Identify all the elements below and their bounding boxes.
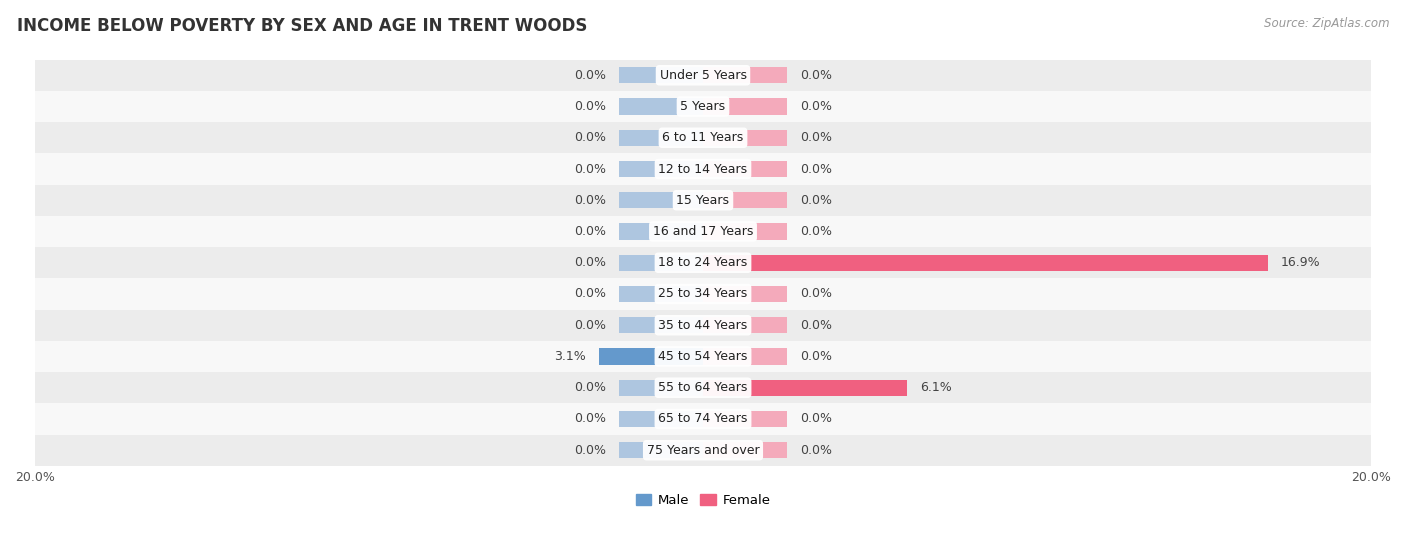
Text: 5 Years: 5 Years xyxy=(681,100,725,113)
Text: 0.0%: 0.0% xyxy=(574,412,606,425)
Text: 65 to 74 Years: 65 to 74 Years xyxy=(658,412,748,425)
Bar xyxy=(703,317,786,333)
Bar xyxy=(35,153,1371,185)
Text: Source: ZipAtlas.com: Source: ZipAtlas.com xyxy=(1264,17,1389,30)
Bar xyxy=(35,278,1371,310)
Text: 0.0%: 0.0% xyxy=(574,225,606,238)
Text: 0.0%: 0.0% xyxy=(800,444,832,456)
Bar xyxy=(620,192,703,208)
Bar xyxy=(620,129,703,146)
Text: 0.0%: 0.0% xyxy=(800,412,832,425)
Bar xyxy=(703,348,786,364)
Text: 0.0%: 0.0% xyxy=(574,69,606,82)
Bar xyxy=(620,286,703,302)
Bar xyxy=(703,161,786,177)
Text: 55 to 64 Years: 55 to 64 Years xyxy=(658,381,748,394)
Text: 45 to 54 Years: 45 to 54 Years xyxy=(658,350,748,363)
Text: 75 Years and over: 75 Years and over xyxy=(647,444,759,456)
Bar xyxy=(620,254,703,271)
Bar xyxy=(620,317,703,333)
Text: 0.0%: 0.0% xyxy=(574,131,606,145)
Text: 35 to 44 Years: 35 to 44 Years xyxy=(658,319,748,332)
Bar xyxy=(703,98,786,114)
Text: 0.0%: 0.0% xyxy=(574,100,606,113)
Bar xyxy=(620,379,703,396)
Bar xyxy=(620,223,703,239)
Bar xyxy=(620,442,703,458)
Text: 0.0%: 0.0% xyxy=(574,381,606,394)
Bar xyxy=(703,223,786,239)
Text: 0.0%: 0.0% xyxy=(800,350,832,363)
Text: 12 to 14 Years: 12 to 14 Years xyxy=(658,162,748,176)
Bar xyxy=(35,216,1371,247)
Text: INCOME BELOW POVERTY BY SEX AND AGE IN TRENT WOODS: INCOME BELOW POVERTY BY SEX AND AGE IN T… xyxy=(17,17,588,35)
Text: 0.0%: 0.0% xyxy=(800,194,832,207)
Bar xyxy=(703,286,786,302)
Text: 0.0%: 0.0% xyxy=(800,131,832,145)
Text: 0.0%: 0.0% xyxy=(574,287,606,301)
Bar xyxy=(35,403,1371,435)
Bar xyxy=(599,348,703,364)
Text: 0.0%: 0.0% xyxy=(800,69,832,82)
Text: Under 5 Years: Under 5 Years xyxy=(659,69,747,82)
Bar xyxy=(703,254,1268,271)
Text: 0.0%: 0.0% xyxy=(574,162,606,176)
Text: 0.0%: 0.0% xyxy=(574,319,606,332)
Text: 0.0%: 0.0% xyxy=(800,100,832,113)
Bar xyxy=(703,379,907,396)
Text: 0.0%: 0.0% xyxy=(800,225,832,238)
Legend: Male, Female: Male, Female xyxy=(630,488,776,512)
Text: 3.1%: 3.1% xyxy=(554,350,586,363)
Bar xyxy=(35,247,1371,278)
Bar xyxy=(620,161,703,177)
Text: 16.9%: 16.9% xyxy=(1281,256,1320,270)
Bar xyxy=(35,185,1371,216)
Text: 0.0%: 0.0% xyxy=(800,287,832,301)
Bar xyxy=(703,192,786,208)
Text: 6 to 11 Years: 6 to 11 Years xyxy=(662,131,744,145)
Bar xyxy=(703,129,786,146)
Text: 16 and 17 Years: 16 and 17 Years xyxy=(652,225,754,238)
Text: 0.0%: 0.0% xyxy=(574,444,606,456)
Text: 0.0%: 0.0% xyxy=(574,194,606,207)
Bar xyxy=(35,91,1371,122)
Text: 15 Years: 15 Years xyxy=(676,194,730,207)
Bar xyxy=(620,411,703,427)
Bar xyxy=(35,122,1371,153)
Bar xyxy=(35,341,1371,372)
Bar xyxy=(35,435,1371,466)
Bar xyxy=(35,60,1371,91)
Text: 0.0%: 0.0% xyxy=(574,256,606,270)
Bar xyxy=(703,411,786,427)
Bar xyxy=(35,310,1371,341)
Text: 25 to 34 Years: 25 to 34 Years xyxy=(658,287,748,301)
Bar xyxy=(703,442,786,458)
Bar xyxy=(620,67,703,83)
Text: 6.1%: 6.1% xyxy=(920,381,952,394)
Bar xyxy=(620,98,703,114)
Bar xyxy=(35,372,1371,403)
Bar xyxy=(703,67,786,83)
Text: 0.0%: 0.0% xyxy=(800,162,832,176)
Text: 18 to 24 Years: 18 to 24 Years xyxy=(658,256,748,270)
Text: 0.0%: 0.0% xyxy=(800,319,832,332)
